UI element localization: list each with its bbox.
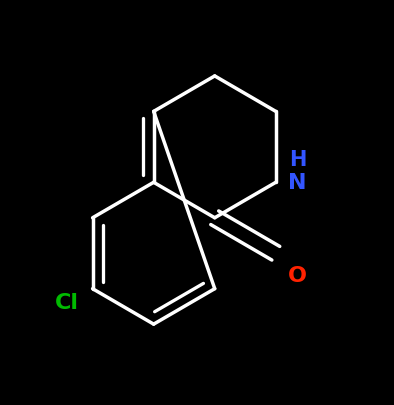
Text: Cl: Cl	[55, 293, 79, 313]
Text: O: O	[288, 265, 307, 285]
Text: N: N	[288, 173, 307, 193]
Text: H: H	[289, 149, 306, 169]
